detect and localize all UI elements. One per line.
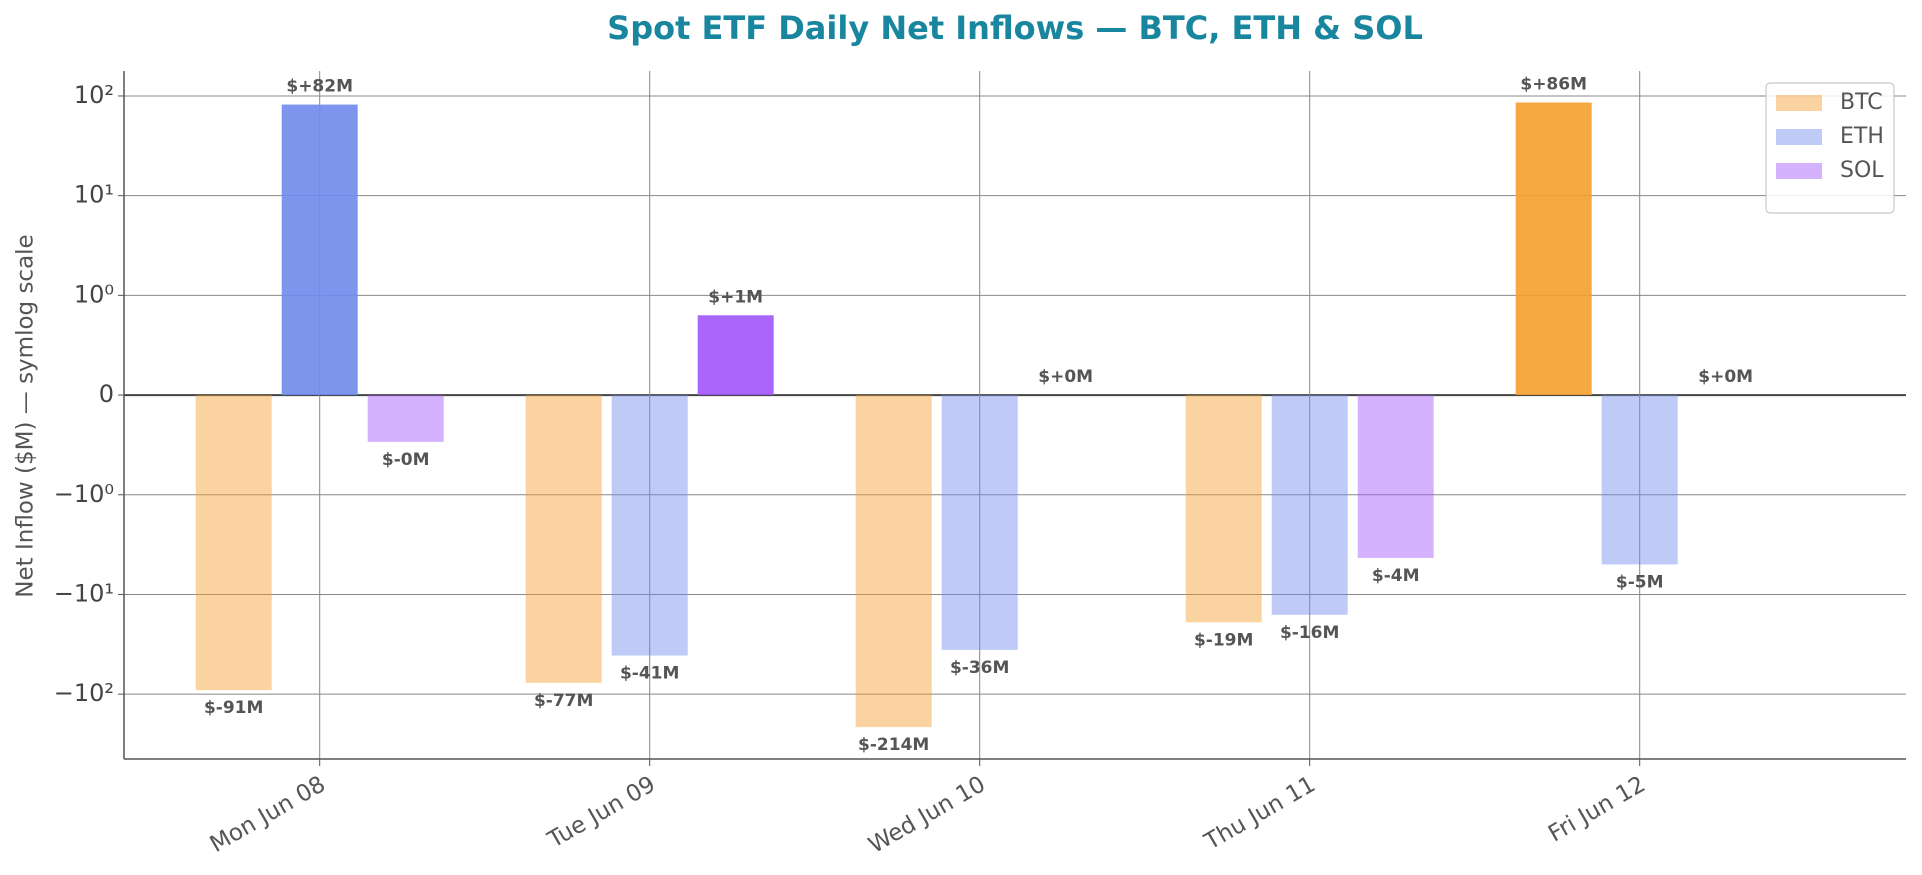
y-tick-label: −10¹ <box>54 579 114 607</box>
legend-label: ETH <box>1840 124 1884 149</box>
value-label: $+0M <box>1038 367 1093 387</box>
bar <box>281 104 358 396</box>
value-label: $-5M <box>1616 572 1664 592</box>
chart-title: Spot ETF Daily Net Inflows — BTC, ETH & … <box>607 9 1423 47</box>
bar <box>1271 395 1348 615</box>
value-label: $-91M <box>204 698 263 718</box>
x-tick-label: Mon Jun 08 <box>206 771 330 858</box>
bar <box>367 395 444 442</box>
value-label: $-41M <box>620 664 679 684</box>
value-label: $-77M <box>534 691 593 711</box>
bar <box>1601 395 1678 565</box>
bar <box>855 395 932 728</box>
legend-label: SOL <box>1840 158 1884 183</box>
x-tick-label: Thu Jun 11 <box>1200 771 1320 856</box>
legend-swatch <box>1776 95 1822 111</box>
legend-box <box>1765 82 1895 214</box>
legend-label: BTC <box>1840 90 1883 115</box>
bar <box>525 395 602 683</box>
value-label: $+86M <box>1520 74 1587 94</box>
value-label: $-4M <box>1372 566 1420 586</box>
legend-swatch <box>1776 163 1822 179</box>
y-tick-label: −10⁰ <box>54 480 114 508</box>
bar <box>611 395 688 656</box>
x-tick-label: Fri Jun 12 <box>1544 771 1650 847</box>
value-label: $+0M <box>1698 367 1753 387</box>
legend-swatch <box>1776 129 1822 145</box>
y-tick-label: −10² <box>54 679 114 707</box>
bar <box>1185 395 1262 623</box>
value-label: $-16M <box>1280 623 1339 643</box>
value-label: $-0M <box>382 450 430 470</box>
y-tick-label: 10² <box>74 81 114 109</box>
y-tick-label: 10¹ <box>74 181 114 209</box>
value-label: $+82M <box>286 77 353 97</box>
y-tick-label: 10⁰ <box>74 280 114 308</box>
y-tick-label: 0 <box>99 380 114 408</box>
value-label: $-36M <box>950 658 1009 678</box>
bar <box>1357 395 1434 558</box>
bar <box>697 315 774 396</box>
value-label: $-214M <box>858 735 929 755</box>
bar <box>941 395 1018 650</box>
x-tick-label: Tue Jun 09 <box>543 771 660 854</box>
y-axis-label: Net Inflow ($M) — symlog scale <box>13 234 39 597</box>
bar <box>1515 102 1592 396</box>
bar <box>195 395 272 691</box>
value-label: $-19M <box>1194 630 1253 650</box>
x-tick-label: Wed Jun 10 <box>864 771 990 859</box>
value-label: $+1M <box>708 287 763 307</box>
